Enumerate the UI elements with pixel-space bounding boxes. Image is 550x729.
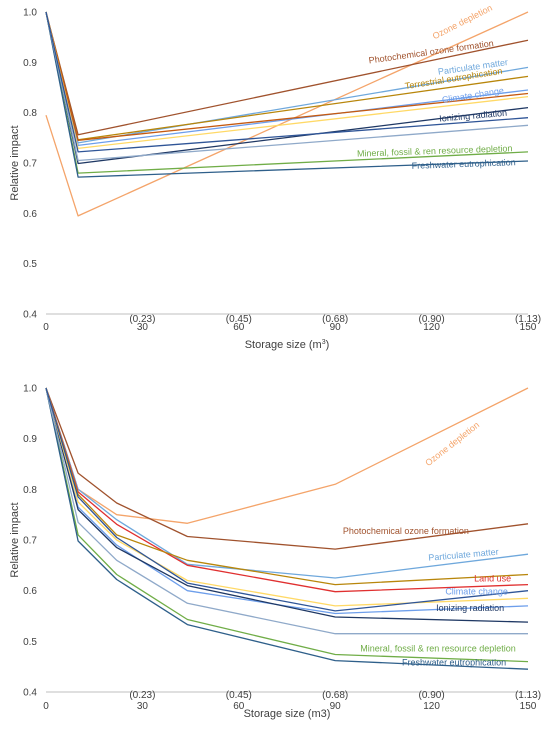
- top-y-ticks: 0.4 0.5 0.6 0.7 0.8 0.9 1.0: [23, 8, 37, 321]
- series-line: [45, 11, 529, 217]
- series-label: Freshwater eutrophication: [402, 658, 506, 668]
- x-tick-volume-label: (1.13): [515, 690, 541, 701]
- series-label: Freshwater eutrophication: [411, 157, 515, 171]
- top-series-lines: [45, 11, 529, 217]
- series-label: Mineral, fossil & ren resource depletion: [360, 643, 516, 653]
- y-tick-label: 0.9: [23, 58, 37, 69]
- x-tick-volume-label: (0.90): [419, 690, 445, 701]
- top-x-ticks: 0 30(0.23) 60(0.45) 90(0.68) 120(0.90) 150(1.…: [43, 314, 541, 333]
- series-label: Land use: [474, 574, 511, 584]
- bottom-x-axis-title: Storage size (m3): [244, 708, 331, 720]
- x-tick-label: 60: [233, 701, 245, 712]
- x-tick-volume-label: (0.68): [322, 690, 348, 701]
- series-line: [45, 387, 529, 615]
- bottom-y-axis-title: Relative impact: [9, 502, 21, 577]
- bottom-x-ticks: 0 30(0.23) 60(0.45) 90(0.68) 120(0.90) 150(1.…: [43, 690, 541, 712]
- series-label: Climate change: [441, 85, 504, 105]
- y-tick-label: 0.8: [23, 485, 37, 496]
- series-line: [45, 387, 529, 623]
- x-tick-label: 120: [423, 701, 440, 712]
- bottom-series-labels: Ozone depletion Photochemical ozone forma…: [343, 420, 516, 668]
- top-x-axis-title: Storage size (m3): [245, 339, 330, 351]
- series-line: [45, 387, 529, 612]
- y-tick-label: 1.0: [23, 384, 37, 395]
- bottom-chart: Relative impact Storage size (m3) 0.4 0.5…: [9, 384, 541, 721]
- x-tick-volume-label: (0.68): [322, 314, 348, 325]
- x-tick-volume-label: (0.90): [419, 314, 445, 325]
- top-y-axis-title: Relative impact: [9, 125, 21, 200]
- x-tick-volume-label: (1.13): [515, 314, 541, 325]
- x-tick-label: 30: [137, 322, 149, 333]
- series-label: Climate change: [445, 587, 508, 597]
- bottom-y-ticks: 0.4 0.5 0.6 0.7 0.8 0.9 1.0: [23, 384, 37, 699]
- x-tick-label: 150: [520, 322, 537, 333]
- bottom-series-lines: [45, 387, 529, 670]
- series-label: Particulate matter: [428, 547, 499, 563]
- series-label: Photochemical ozone formation: [343, 526, 469, 536]
- y-tick-label: 0.5: [23, 637, 37, 648]
- series-label: Ozone depletion: [431, 3, 494, 42]
- top-x-axis-title-tail: ): [326, 339, 330, 351]
- series-line: [45, 11, 529, 153]
- x-tick-volume-label: (0.45): [226, 690, 252, 701]
- x-tick-label: 0: [43, 322, 49, 333]
- y-tick-label: 0.8: [23, 108, 37, 119]
- y-tick-label: 0.6: [23, 586, 37, 597]
- top-x-axis-title-sup: 3: [322, 339, 326, 346]
- x-tick-label: 90: [330, 701, 342, 712]
- series-line: [45, 11, 529, 178]
- series-line: [45, 387, 528, 635]
- series-line: [45, 387, 529, 670]
- top-chart: Relative impact Storage size (m3) 0.4 0.5…: [9, 3, 541, 351]
- y-tick-label: 0.4: [23, 310, 37, 321]
- series-line: [45, 387, 529, 550]
- x-tick-volume-label: (0.23): [129, 690, 155, 701]
- x-tick-label: 30: [137, 701, 149, 712]
- series-line: [45, 387, 529, 524]
- series-label: Ozone depletion: [423, 420, 481, 468]
- x-tick-label: 90: [330, 322, 342, 333]
- y-tick-label: 1.0: [23, 8, 37, 19]
- y-tick-label: 0.4: [23, 688, 37, 699]
- y-tick-label: 0.7: [23, 536, 37, 547]
- series-line: [45, 387, 529, 663]
- x-tick-label: 150: [520, 701, 537, 712]
- y-tick-label: 0.5: [23, 259, 37, 270]
- y-tick-label: 0.7: [23, 159, 37, 170]
- y-tick-label: 0.9: [23, 434, 37, 445]
- x-tick-volume-label: (0.45): [226, 314, 252, 325]
- y-tick-label: 0.6: [23, 209, 37, 220]
- x-tick-label: 60: [233, 322, 245, 333]
- x-tick-label: 0: [43, 701, 49, 712]
- series-label: Ionizing radiation: [436, 603, 504, 613]
- x-tick-volume-label: (0.23): [129, 314, 155, 325]
- x-tick-label: 120: [423, 322, 440, 333]
